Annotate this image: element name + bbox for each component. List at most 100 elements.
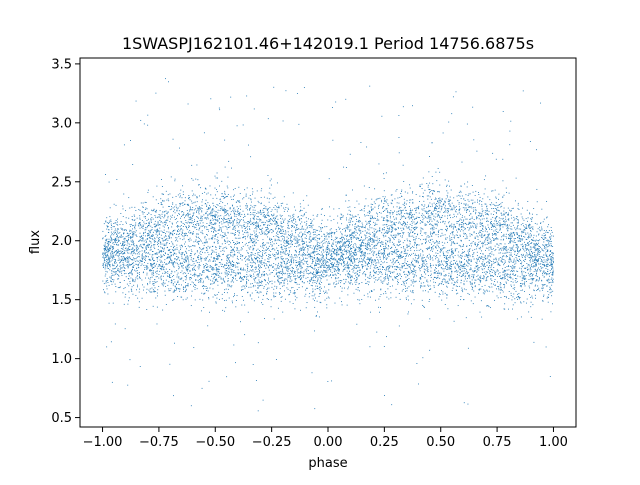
data-point [368, 211, 370, 213]
data-point [521, 230, 523, 232]
data-point [528, 256, 530, 258]
data-point [331, 236, 333, 238]
data-point [203, 244, 205, 246]
data-point [193, 260, 195, 262]
data-point [240, 275, 241, 277]
data-point [398, 251, 400, 252]
data-point [292, 234, 294, 236]
data-point [135, 277, 137, 279]
data-point [286, 239, 288, 241]
data-point [249, 294, 251, 296]
data-point [119, 261, 121, 263]
data-point [172, 231, 174, 233]
data-point [546, 263, 548, 265]
data-point [215, 217, 216, 218]
data-point [489, 286, 491, 288]
data-point [498, 249, 500, 251]
data-point [213, 215, 215, 217]
data-point [532, 278, 533, 280]
data-point [549, 281, 551, 283]
data-point [142, 240, 144, 242]
data-point [500, 287, 502, 289]
data-point [306, 195, 308, 197]
data-point [518, 256, 520, 257]
data-point [504, 246, 506, 247]
data-point [266, 298, 268, 300]
data-point [257, 240, 259, 241]
data-point [328, 236, 330, 238]
data-point [495, 216, 497, 218]
data-point [207, 245, 209, 247]
data-point [483, 265, 485, 267]
data-point [501, 261, 503, 263]
data-point [189, 218, 191, 220]
data-point [386, 268, 388, 270]
data-point [117, 235, 118, 237]
data-point [271, 286, 273, 288]
data-point [167, 198, 169, 200]
data-point [339, 257, 341, 259]
data-point [357, 226, 359, 227]
data-point [412, 199, 414, 201]
data-point [106, 271, 108, 273]
data-point [482, 241, 484, 243]
data-point [182, 229, 184, 231]
data-point [400, 267, 402, 269]
data-point [542, 254, 544, 256]
data-point [218, 254, 220, 256]
data-point [372, 270, 374, 272]
data-point [412, 258, 414, 260]
data-point [181, 296, 183, 298]
data-point [396, 211, 398, 213]
data-point [518, 235, 520, 237]
data-point [516, 245, 518, 247]
data-point [523, 229, 525, 230]
data-point [151, 217, 153, 218]
data-point [548, 240, 550, 242]
data-point [299, 211, 301, 213]
data-point [315, 270, 317, 272]
data-point [275, 274, 277, 276]
data-point [548, 282, 550, 284]
data-point [106, 254, 108, 256]
data-point [224, 166, 226, 168]
data-point [255, 222, 257, 224]
data-point [412, 219, 414, 221]
data-point [326, 271, 328, 273]
data-point [228, 244, 230, 246]
data-point [466, 272, 468, 274]
data-point [144, 201, 146, 203]
data-point [343, 237, 345, 239]
data-point [197, 242, 199, 244]
data-point [274, 254, 276, 256]
data-point [234, 225, 236, 227]
data-point [432, 190, 434, 192]
data-point [439, 218, 441, 220]
data-point [108, 268, 109, 269]
data-point [258, 268, 260, 270]
data-point [132, 228, 133, 230]
data-point [250, 212, 252, 213]
data-point [213, 251, 215, 253]
data-point [175, 262, 177, 264]
data-point [137, 278, 139, 280]
data-point [352, 221, 354, 223]
data-point [262, 298, 264, 300]
data-point [341, 287, 343, 289]
data-point [515, 242, 517, 244]
data-point [113, 274, 115, 276]
data-point [515, 177, 517, 179]
data-point [149, 278, 151, 280]
data-point [356, 238, 357, 240]
data-point [292, 257, 294, 259]
data-point [505, 246, 507, 247]
data-point [214, 278, 216, 280]
data-point [168, 262, 170, 264]
data-point [493, 214, 494, 215]
data-point [385, 243, 387, 245]
data-point [418, 212, 420, 214]
data-point [309, 231, 311, 232]
data-point [224, 219, 226, 220]
data-point [179, 238, 181, 240]
data-point [446, 190, 448, 192]
